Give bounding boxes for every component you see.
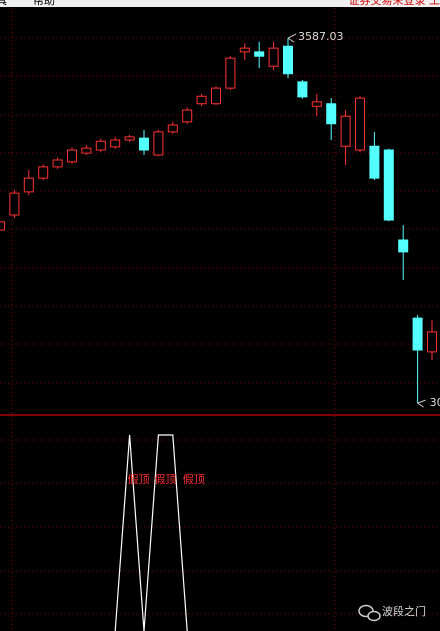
candle-body — [23, 177, 34, 193]
candle-body — [239, 47, 250, 53]
annotation: 30 — [430, 396, 440, 409]
candle-body — [427, 331, 437, 353]
status: 证券交易未登录 工 — [349, 0, 440, 7]
signal-label: 假顶 — [128, 472, 150, 486]
candle-body — [124, 136, 135, 141]
candle-body — [95, 140, 106, 151]
candle-body — [110, 139, 121, 148]
candle-body — [139, 137, 149, 151]
candle-body — [383, 149, 394, 221]
candle-body — [153, 131, 164, 156]
candle-body — [9, 192, 20, 216]
candle-body — [67, 149, 77, 163]
watermark-icon — [367, 610, 381, 622]
candle-body — [52, 159, 63, 168]
menu-item[interactable]: 帮助 — [33, 0, 55, 7]
candle-body — [0, 221, 5, 231]
watermark: 波段之门 — [358, 604, 426, 622]
candle-body — [196, 95, 207, 105]
signal-label: 假顶 — [183, 472, 205, 486]
candle-body — [340, 115, 351, 147]
candle-body — [283, 45, 293, 75]
watermark-text: 波段之门 — [382, 604, 426, 618]
candle-body — [182, 109, 193, 123]
grid — [0, 8, 440, 631]
annotation-arrow — [287, 33, 297, 43]
indicator-line — [114, 434, 188, 631]
candle-body — [297, 81, 308, 98]
candle-body — [398, 239, 409, 253]
candle-body — [81, 147, 92, 154]
candle-body — [167, 124, 178, 133]
menu-bar — [0, 0, 440, 7]
annotation-arrow — [417, 399, 426, 408]
candle-body — [355, 97, 365, 151]
candle-body — [211, 87, 221, 105]
annotation: 3587.03 — [298, 30, 344, 43]
candle-body — [268, 47, 279, 67]
signal-label: 假顶 — [154, 472, 176, 486]
candle-body — [225, 57, 236, 89]
candle-body — [369, 145, 380, 179]
candle-body — [311, 101, 322, 107]
candle-body — [38, 166, 49, 179]
menu-item[interactable]: 具 — [0, 0, 7, 7]
candle-body — [326, 103, 337, 125]
candle-body — [254, 51, 265, 57]
candle-body — [412, 317, 423, 351]
